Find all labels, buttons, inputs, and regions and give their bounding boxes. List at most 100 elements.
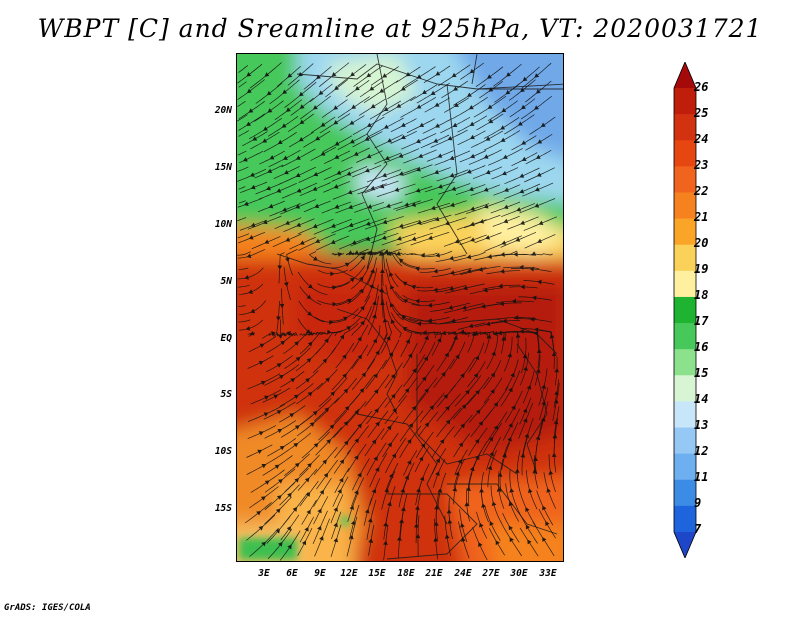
streamline-arrow — [498, 283, 503, 289]
streamline-arrow — [470, 237, 475, 242]
streamline-arrow — [285, 107, 291, 112]
streamline-arrow — [422, 330, 427, 336]
colorbar-bin-6 — [674, 218, 696, 246]
streamline-arrow — [478, 542, 483, 547]
streamline-arrow — [474, 355, 480, 361]
streamline-arrow — [454, 239, 460, 244]
grads-credit: GrADS: IGES/COLA — [4, 603, 91, 613]
streamline-arrow — [404, 388, 410, 394]
streamline-arrow — [347, 189, 353, 195]
streamline-arrow — [420, 443, 426, 449]
streamline-arrow — [435, 252, 440, 258]
cb-label-23: 23 — [694, 158, 709, 172]
streamline-arrow — [280, 340, 286, 346]
colorbar — [673, 62, 697, 558]
lon-label-18e: 18E — [397, 568, 415, 579]
streamline-arrow — [403, 299, 409, 304]
streamline-arrow — [486, 334, 492, 339]
streamline-arrow — [337, 252, 343, 257]
streamline-arrow — [339, 334, 345, 340]
streamline-arrow — [519, 189, 525, 194]
colorbar-bin-17 — [674, 505, 696, 533]
streamline-arrow — [327, 329, 332, 335]
streamline-arrow — [493, 425, 499, 431]
streamline-arrow — [493, 402, 499, 408]
streamline-arrow — [371, 439, 377, 445]
streamline-arrow — [469, 466, 475, 472]
streamline-arrow — [483, 187, 489, 192]
streamline-arrow — [294, 477, 300, 483]
streamline-arrow — [383, 124, 389, 129]
streamline-arrow — [491, 501, 497, 506]
streamline-arrow — [416, 487, 421, 493]
streamline-arrow — [533, 331, 539, 336]
streamline-arrow — [531, 251, 537, 256]
streamline-arrow — [460, 522, 465, 528]
streamline-arrow — [312, 223, 318, 229]
streamline-arrow — [359, 288, 364, 294]
streamline-arrow — [460, 423, 465, 429]
colorbar-bin-9 — [674, 296, 696, 324]
streamline-arrow — [314, 203, 320, 209]
streamline-arrow — [381, 235, 387, 240]
streamline-arrow — [497, 472, 503, 477]
streamline-arrow — [289, 413, 295, 418]
streamline-arrow — [365, 221, 371, 226]
streamline-arrow — [418, 153, 424, 159]
streamline-arrow — [433, 537, 439, 542]
streamline-arrow — [379, 287, 385, 292]
streamline-arrow — [466, 486, 471, 492]
streamline-arrow — [487, 465, 493, 471]
streamline-arrow — [264, 395, 269, 401]
streamline-arrow — [330, 391, 336, 397]
lat-label-10n: 10N — [214, 219, 232, 230]
colorbar-bin-5 — [674, 192, 696, 220]
streamline-arrow — [429, 405, 435, 411]
streamline-arrow — [244, 275, 249, 280]
streamline-arrow — [320, 151, 326, 156]
streamline-arrow — [372, 313, 377, 319]
lat-label-15s: 15S — [214, 503, 232, 514]
streamline-arrow — [285, 220, 290, 225]
streamline-arrow — [488, 118, 494, 124]
streamline-arrow — [263, 412, 269, 417]
streamline-arrow — [473, 330, 479, 336]
streamline-arrow — [424, 388, 429, 394]
streamline-arrow — [277, 479, 283, 484]
streamline-arrow — [245, 326, 251, 331]
streamline-arrow — [315, 136, 321, 141]
streamline-arrow — [411, 405, 417, 411]
streamline-arrow — [366, 153, 372, 159]
streamline-arrow — [469, 134, 475, 140]
streamline-arrow — [449, 172, 455, 178]
colorbar-bin-1 — [674, 88, 696, 115]
streamline-arrow — [313, 171, 319, 177]
streamline-arrow — [474, 438, 480, 444]
streamline-arrow — [526, 384, 532, 390]
streamline-arrow — [514, 468, 520, 473]
streamline-arrow — [441, 371, 446, 377]
cb-label-25: 25 — [694, 106, 709, 120]
streamline-arrow — [343, 388, 349, 394]
streamline-arrow — [243, 201, 249, 206]
colorbar-bin-0 — [674, 62, 696, 88]
streamline — [237, 101, 246, 107]
streamline-arrow — [309, 422, 315, 427]
streamline-arrow — [333, 105, 339, 110]
streamline-arrow — [455, 354, 460, 360]
streamline-arrow — [475, 389, 480, 395]
streamline — [237, 267, 264, 280]
streamline-arrow — [293, 442, 299, 448]
streamline-arrow — [535, 89, 541, 94]
streamline-arrow — [549, 333, 555, 339]
streamline — [238, 100, 265, 120]
streamline-arrow — [461, 404, 467, 410]
streamline-arrow — [349, 139, 355, 144]
streamline-arrow — [520, 284, 525, 290]
streamline-arrow — [306, 294, 312, 300]
streamline-arrow — [267, 108, 273, 113]
streamline-arrow — [329, 424, 335, 430]
streamline-arrow — [538, 220, 544, 226]
streamline-arrow — [266, 90, 272, 96]
streamline-arrow — [322, 358, 328, 364]
